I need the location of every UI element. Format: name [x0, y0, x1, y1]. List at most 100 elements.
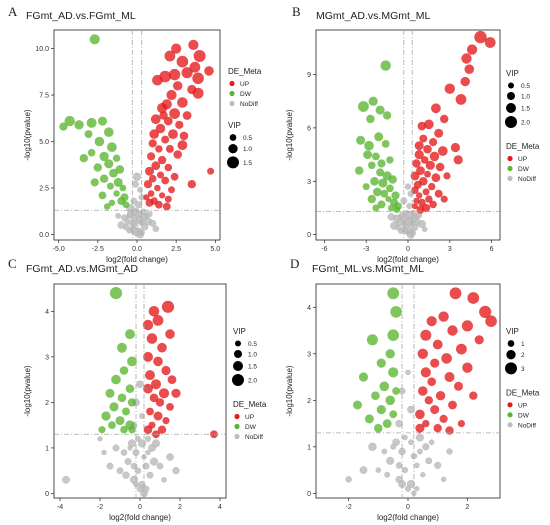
point-up	[464, 64, 475, 74]
point-dw	[98, 426, 106, 434]
legend-size-label: 2	[521, 352, 525, 359]
point-dw	[99, 151, 109, 162]
point-up	[424, 170, 431, 178]
point-nodiff	[144, 435, 152, 442]
point-up	[164, 195, 172, 203]
point-dw	[113, 190, 120, 197]
point-nodiff	[101, 449, 107, 456]
point-up	[455, 94, 467, 105]
point-dw	[363, 150, 372, 160]
legend-marker-up	[507, 155, 513, 162]
point-up	[187, 180, 196, 189]
point-up	[437, 146, 448, 156]
point-up	[419, 134, 428, 143]
point-nodiff	[387, 213, 396, 221]
x-axis-label: log2(fold change)	[106, 255, 168, 264]
point-up	[159, 111, 168, 120]
point-dw	[381, 140, 390, 148]
legend-size-marker	[234, 350, 242, 358]
legend-label-nodiff: NoDiff	[518, 422, 536, 429]
point-nodiff	[112, 444, 120, 452]
x-tick-label: -2	[346, 504, 352, 511]
y-axis-label: -log10(pvalue)	[285, 109, 294, 160]
point-up	[441, 353, 452, 364]
point-up	[414, 141, 424, 151]
points-layer	[345, 287, 497, 496]
legend-marker-dw	[229, 90, 235, 97]
point-dw	[373, 187, 382, 197]
point-up	[431, 103, 441, 114]
point-nodiff	[149, 219, 157, 227]
x-tick-label: 3	[448, 246, 452, 253]
point-dw	[356, 135, 366, 145]
point-dw	[390, 306, 402, 318]
point-nodiff	[408, 439, 414, 446]
point-nodiff	[345, 476, 352, 483]
point-up	[416, 166, 425, 176]
point-nodiff	[440, 476, 447, 483]
point-up	[171, 388, 181, 398]
point-nodiff	[414, 462, 420, 469]
point-up	[162, 417, 170, 425]
y-tick-label: 3	[307, 179, 311, 186]
x-tick-label: 0	[406, 246, 410, 253]
point-dw	[112, 154, 121, 162]
x-tick-label: 0	[138, 504, 142, 511]
points-layer	[355, 30, 496, 239]
panel-letter: B	[292, 4, 301, 19]
point-nodiff	[152, 225, 160, 233]
point-up	[424, 119, 434, 130]
point-dw	[117, 393, 127, 403]
point-dw	[385, 196, 392, 203]
y-tick-label: 1	[45, 445, 49, 452]
legend-size-marker	[506, 350, 516, 360]
point-dw	[79, 154, 89, 163]
point-up	[143, 425, 153, 435]
point-up	[418, 198, 426, 207]
point-nodiff	[425, 457, 433, 465]
legend-title-vip: VIP	[228, 121, 241, 130]
point-up	[424, 396, 433, 405]
point-dw	[98, 191, 107, 200]
point-up	[161, 176, 170, 185]
point-dw	[372, 152, 380, 161]
y-tick-label: 0.0	[39, 232, 49, 239]
point-dw	[108, 421, 116, 429]
point-up	[443, 172, 451, 180]
legend-size-marker	[228, 144, 238, 154]
point-up	[192, 87, 204, 99]
x-tick-label: 6	[490, 246, 494, 253]
point-dw	[120, 425, 128, 434]
point-up	[188, 39, 199, 51]
point-up	[151, 379, 161, 390]
legend-marker-nodiff	[229, 100, 235, 107]
panel-d: D FGmt_ML.vs.MGmt_ML -2 0 2 0 1 2 3 4 log2(fold ch…	[285, 256, 540, 522]
point-up	[168, 129, 178, 140]
point-dw	[385, 349, 395, 359]
point-up	[429, 138, 438, 147]
point-nodiff	[62, 475, 70, 484]
legend-size-marker	[508, 82, 514, 89]
point-nodiff	[375, 467, 382, 473]
y-tick-label: 4	[307, 305, 311, 312]
point-nodiff	[149, 457, 159, 466]
point-dw	[362, 183, 370, 191]
y-axis-label: -log10(pvalue)	[23, 109, 32, 160]
point-dw	[380, 60, 391, 71]
legend-size-marker	[506, 103, 516, 113]
legend-marker-dw	[507, 412, 513, 418]
point-up	[193, 50, 206, 62]
legend-size-label: 1	[521, 341, 525, 348]
point-up	[148, 306, 160, 317]
point-up	[153, 411, 163, 421]
point-up	[168, 68, 181, 81]
point-up	[177, 97, 188, 108]
point-dw	[86, 117, 97, 128]
x-tick-label: -5.0	[53, 246, 65, 253]
point-up	[177, 140, 188, 151]
point-nodiff	[140, 214, 147, 221]
y-tick-label: 4	[45, 309, 49, 316]
point-nodiff	[142, 485, 150, 493]
point-dw	[366, 114, 375, 124]
